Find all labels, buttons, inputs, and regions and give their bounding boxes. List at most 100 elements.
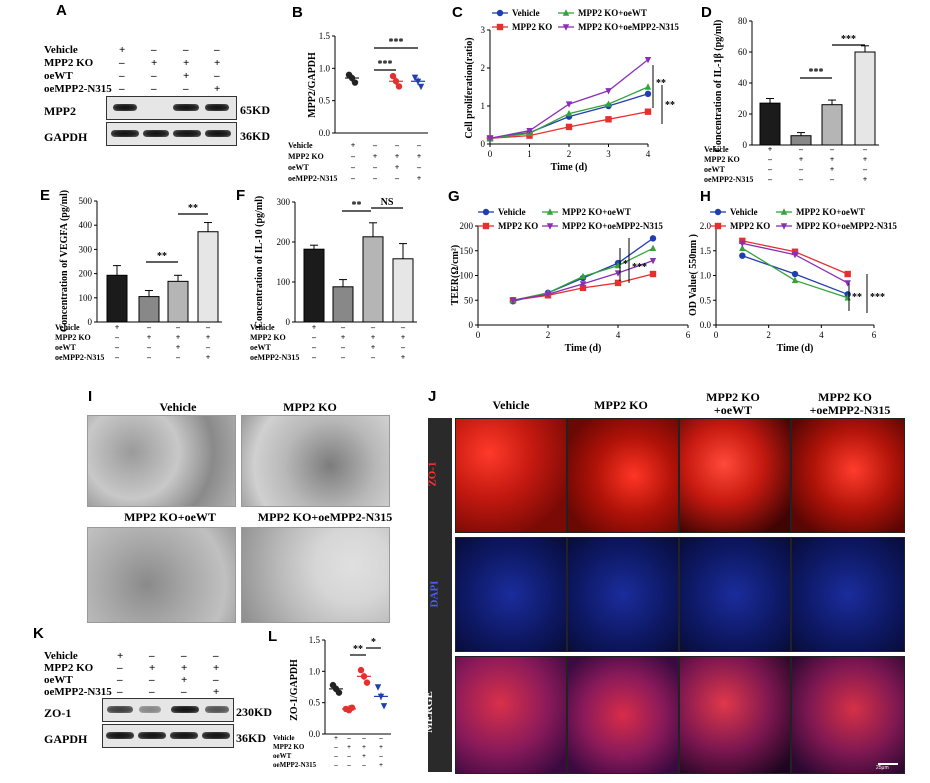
L-dot [363, 679, 371, 686]
H-ytick-label: 1.0 [700, 271, 712, 281]
row-label-oewt-k: oeWT [44, 674, 73, 686]
fl-dapi-oewt [679, 537, 791, 652]
C-ytick-label: 0 [481, 139, 486, 149]
F-cond-sign: – [311, 343, 317, 352]
C-series-point [565, 101, 573, 108]
D-bar [854, 51, 876, 146]
L-cond-label: MPP2 KO [273, 743, 305, 751]
fl-zo1-ko [567, 418, 679, 533]
G-xtick-label: 6 [686, 330, 691, 340]
C-legend-marker [496, 23, 504, 31]
B-cond-sign: – [372, 174, 378, 183]
B-cond-sign: + [395, 163, 400, 172]
blot-k-sign-r2-c0: – [117, 674, 123, 686]
panel-label-i: I [88, 388, 93, 405]
B-dot [392, 78, 400, 85]
C-ytick-label: 1 [481, 101, 486, 111]
F-ytick-label: 100 [277, 277, 291, 287]
C-legend-label: MPP2 KO+oeWT [578, 8, 647, 18]
L-sig-label: * [371, 637, 376, 648]
blot-a-sign-r1-c0: – [119, 57, 125, 69]
fl-zo1-oewt [679, 418, 791, 533]
G-ytick-label: 150 [460, 246, 474, 256]
E-bar [197, 231, 219, 323]
L-cond-sign: – [333, 761, 338, 769]
H-ytick-label: 1.5 [700, 246, 712, 256]
H-xtick-label: 6 [872, 330, 877, 340]
B-cond-label: oeMPP2-N315 [288, 174, 337, 183]
C-ytick-label: 3 [481, 25, 486, 35]
C-xtick-label: 1 [527, 149, 532, 159]
B-cond-sign: – [350, 163, 356, 172]
tem-image-oewt [87, 527, 236, 623]
E-bar [167, 280, 189, 323]
B-cond-sign: – [394, 174, 400, 183]
D-cond-sign: + [863, 175, 868, 184]
D-cond-sign: – [798, 175, 804, 184]
G-series-point [544, 291, 552, 299]
H-bracket-label-2: *** [870, 292, 885, 303]
C-legend-marker [562, 9, 570, 16]
B-cond-sign: – [350, 174, 356, 183]
row-label-ko: MPP2 KO [44, 57, 94, 69]
blot-a-sign-r1-c3: + [214, 57, 221, 69]
C-series-point [526, 128, 533, 135]
B-dot [414, 78, 422, 85]
D-cond-sign: – [798, 165, 804, 174]
D-cond-sign: – [767, 165, 773, 174]
gapdh-blot-a [106, 122, 237, 146]
blot-k-sign-r0-c1: – [149, 650, 155, 662]
gapdh-blot-k [102, 724, 234, 748]
E-bar [106, 274, 128, 323]
H-legend-marker [714, 208, 722, 216]
G-series-point [649, 235, 657, 242]
G-series-point [614, 279, 622, 287]
panel-label-a: A [56, 2, 67, 19]
C-ytick-label: 2 [481, 63, 486, 73]
tem-title-ko: MPP2 KO [283, 400, 337, 414]
L-cond-sign: – [333, 752, 338, 760]
F-cond-sign: – [370, 353, 376, 362]
L-cond-sign: + [379, 761, 383, 769]
C-series-point [605, 88, 612, 95]
H-legend-marker [780, 223, 788, 230]
C-series-point [565, 123, 573, 131]
B-dot [389, 72, 397, 80]
panel-label-f: F [236, 187, 246, 204]
fl-merge-oewt [679, 656, 791, 774]
row-label-oewt: oeWT [44, 70, 73, 82]
B-sig-label: *** [378, 59, 393, 70]
tem-image-ko [241, 415, 390, 507]
L-ytick-label: 0.0 [309, 729, 321, 739]
E-cond-label: MPP2 KO [55, 333, 91, 342]
blot-a-sign-r2-c1: – [151, 70, 157, 82]
H-legend-marker [714, 222, 722, 230]
fl-zo1-vehicle [455, 418, 567, 533]
B-cond-sign: + [373, 152, 378, 161]
blot-k-sign-r1-c2: + [181, 662, 188, 674]
H-series-point [844, 270, 851, 278]
E-ytick-label: 100 [79, 293, 93, 303]
E-cond-label: oeMPP2-N315 [55, 353, 104, 362]
C-series-point [605, 116, 612, 123]
B-cond-sign: – [394, 141, 400, 150]
E-cond-sign: – [175, 323, 181, 332]
blot-k-sign-r1-c3: + [213, 662, 220, 674]
H-series-point [739, 244, 746, 251]
G-series-point [579, 284, 587, 292]
C-legend-label: MPP2 KO+oeMPP2-N315 [578, 22, 679, 32]
L-dot [380, 703, 388, 710]
E-cond-sign: – [114, 333, 120, 342]
D-cond-sign: + [799, 155, 804, 164]
blot-label-zo1: ZO-1 [44, 706, 72, 720]
H-legend-marker [780, 208, 788, 215]
F-cond-sign: – [400, 323, 406, 332]
C-xtick-label: 2 [567, 149, 572, 159]
D-ytick-label: 0 [743, 140, 748, 150]
L-cond-sign: + [362, 752, 366, 760]
E-cond-sign: – [175, 353, 181, 362]
D-cond-label: oeWT [704, 165, 726, 174]
L-cond-label: Vehicle [273, 734, 295, 742]
fl-merge-vehicle [455, 656, 567, 774]
G-legend-label: Vehicle [498, 207, 526, 217]
